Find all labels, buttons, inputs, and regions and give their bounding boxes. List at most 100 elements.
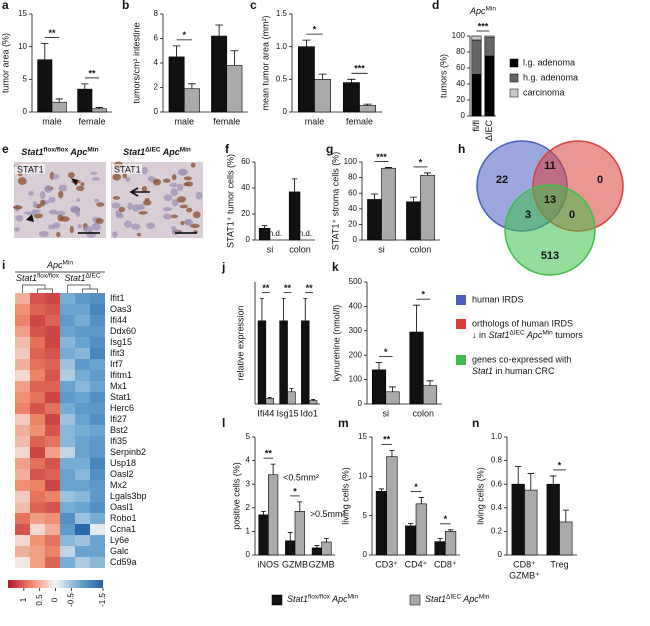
heatmap-cell	[30, 502, 45, 513]
heatmap-cell	[75, 348, 90, 359]
row-label: Ifi35	[110, 436, 127, 446]
heatmap-cell	[75, 359, 90, 370]
cell	[112, 173, 122, 181]
bar	[484, 37, 495, 57]
heatmap-cell	[90, 447, 105, 458]
row-label: Oasl1	[110, 502, 134, 512]
cell	[14, 227, 20, 232]
colorbar-tick-label: 0.5	[35, 594, 44, 606]
heatmap-cell	[15, 414, 30, 425]
venn-count: 3	[525, 209, 531, 221]
heatmap-cell	[30, 436, 45, 447]
cell	[96, 202, 105, 207]
error-bar	[41, 43, 49, 60]
row-label: Mx1	[110, 381, 127, 391]
error-bar	[409, 196, 417, 202]
heatmap-cell	[30, 524, 45, 535]
row-label: Oas3	[110, 304, 132, 314]
stain-label: STAT1	[114, 164, 141, 174]
heatmap-cell	[30, 370, 45, 381]
text-part: ΔIEC	[510, 329, 525, 336]
x-tick-label: si	[383, 408, 390, 418]
y-tick-label: 100	[349, 375, 363, 384]
heatmap-cell	[90, 502, 105, 513]
y-tick-label: 1.0	[491, 432, 503, 441]
legend-label: genes co-expressed with	[472, 354, 572, 364]
bar	[321, 541, 332, 556]
x-tick-label: male	[174, 116, 194, 126]
panel-letter: i	[2, 258, 5, 272]
heatmap-cell	[15, 480, 30, 491]
text-part: Min	[87, 146, 98, 153]
annotation: n.d.	[299, 229, 312, 238]
significance-label: **	[306, 283, 314, 293]
y-tick-label: 1.0	[276, 42, 288, 51]
heatmap-cell	[30, 513, 45, 524]
dendrogram	[67, 284, 98, 293]
text-part: Apc	[525, 330, 543, 340]
heatmap-cell	[30, 414, 45, 425]
heatmap-cell	[75, 469, 90, 480]
row-label: Ly6e	[110, 535, 129, 545]
y-tick-label: 80	[456, 47, 465, 56]
y-tick-label: 4	[154, 58, 159, 67]
cell	[190, 223, 200, 229]
error-bar	[314, 545, 320, 548]
row-label: Lgals3bp	[110, 491, 147, 501]
text-part: in human CRC	[493, 366, 555, 376]
heatmap-cell	[90, 326, 105, 337]
x-tick-label: female	[78, 116, 105, 126]
bar	[91, 108, 107, 113]
venn-count: 0	[597, 174, 603, 186]
error-bar	[437, 538, 443, 542]
micrograph-label-bg	[15, 164, 45, 174]
error-bar	[413, 304, 420, 333]
bar	[211, 35, 228, 113]
cell	[80, 182, 85, 187]
bar	[484, 55, 495, 117]
cell	[31, 209, 38, 215]
bar	[386, 456, 398, 556]
heatmap-cell	[60, 359, 75, 370]
cell	[185, 219, 192, 225]
cell	[162, 178, 171, 183]
heatmap-cell	[45, 436, 60, 447]
error-bar	[303, 298, 308, 321]
y-tick-label: 6	[154, 34, 159, 43]
error-bar	[408, 523, 414, 526]
cell	[112, 231, 118, 238]
heatmap-cell	[75, 458, 90, 469]
panel-letter: b	[122, 0, 129, 12]
x-tick-label: Isg15	[276, 408, 298, 418]
significance-label: *	[444, 514, 448, 524]
y-tick-label: 5	[363, 511, 368, 520]
y-tick-label: 2	[246, 503, 251, 512]
heatmap-cell	[30, 293, 45, 304]
heatmap-cell	[75, 524, 90, 535]
cell	[40, 199, 46, 207]
heatmap-cell	[45, 524, 60, 535]
error-bar	[562, 509, 569, 522]
heatmap-cell	[90, 458, 105, 469]
heatmap-cell	[45, 304, 60, 315]
significance-label: **	[88, 68, 96, 78]
heatmap-cell	[75, 337, 90, 348]
y-tick-label: 40	[241, 183, 250, 192]
cell	[169, 182, 178, 188]
y-tick-label: 20	[348, 220, 357, 229]
heatmap-cell	[75, 513, 90, 524]
heatmap-cell	[90, 513, 105, 524]
bar	[405, 525, 417, 556]
heatmap-cell	[30, 359, 45, 370]
heatmap-cell	[15, 293, 30, 304]
y-tick-label: 200	[349, 350, 363, 359]
text-part: ΔIEC	[446, 593, 461, 600]
error-bar	[515, 466, 522, 485]
error-bar	[281, 298, 286, 321]
cell	[142, 199, 152, 206]
text-part: Min	[180, 146, 191, 153]
cell	[147, 176, 156, 182]
significance-label: **	[48, 28, 56, 38]
text-part: Min	[479, 593, 490, 600]
heatmap-cell	[75, 293, 90, 304]
